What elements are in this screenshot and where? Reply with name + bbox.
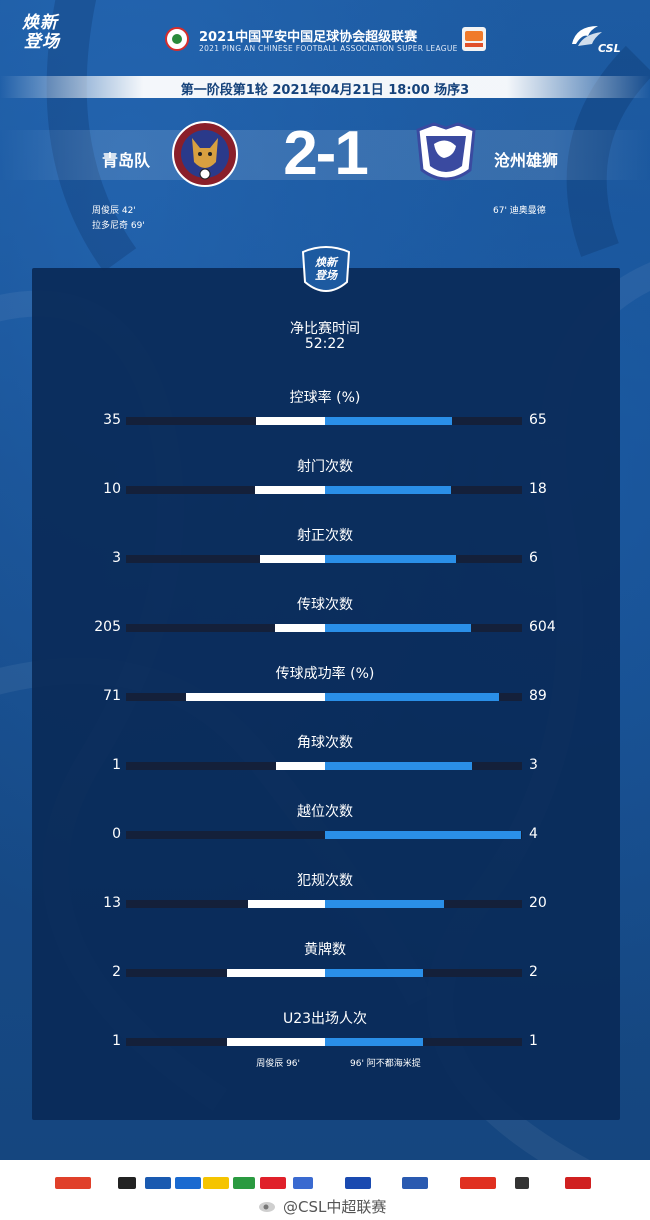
panel-badge-shield-icon — [301, 246, 351, 292]
stat-label: 控球率 (%) — [289, 390, 361, 406]
league-subtitle: 2021 PING AN CHINESE FOOTBALL ASSOCIATIO… — [199, 44, 458, 53]
sponsor-logo-icon — [175, 1177, 201, 1189]
brand-logo: 焕新 登场 — [22, 14, 72, 58]
stat-value-away: 89 — [529, 688, 547, 704]
home-scorers: 周俊辰 42' 拉多尼奇 69' — [92, 204, 145, 234]
home-scorer: 周俊辰 42' — [92, 206, 136, 216]
stat-value-home: 10 — [103, 481, 121, 497]
away-scorers: 67' 迪奥曼德 — [493, 204, 546, 219]
stat-value-away: 18 — [529, 481, 547, 497]
stat-value-away: 4 — [529, 826, 538, 842]
stat-bar-away — [325, 693, 499, 701]
stat-value-home: 1 — [112, 1033, 121, 1049]
sponsor-logo-icon — [345, 1177, 371, 1189]
sponsor-logo-icon — [565, 1177, 591, 1189]
stat-track — [126, 831, 522, 839]
stat-bar-away — [325, 555, 456, 563]
stat-value-home: 3 — [112, 550, 121, 566]
sponsor-logo-icon — [293, 1177, 313, 1189]
stat-bar-home — [276, 762, 325, 770]
stat-value-home: 13 — [103, 895, 121, 911]
stat-value-home: 205 — [94, 619, 121, 635]
stat-label: 越位次数 — [297, 804, 353, 820]
stat-label: 角球次数 — [297, 735, 353, 751]
panel-badge: 焕新 登场 — [297, 244, 355, 298]
watermark: @CSL中超联赛 — [283, 1198, 387, 1216]
stat-bar-home — [248, 900, 325, 908]
net-time-value: 52:22 — [304, 336, 346, 352]
stat-bar-home — [256, 417, 325, 425]
stat-bar-away — [325, 624, 471, 632]
home-scorer: 拉多尼奇 69' — [92, 221, 145, 231]
u23-note-away: 96' 阿不都海米提 — [350, 1059, 421, 1069]
stat-bar-home — [275, 624, 325, 632]
sponsor-logo-icon — [55, 1177, 91, 1189]
panel-badge-text: 焕新 登场 — [297, 256, 355, 282]
stat-bar-home — [255, 486, 325, 494]
stat-value-home: 0 — [112, 826, 121, 842]
sponsor-logo-icon — [118, 1177, 136, 1189]
home-team-name: 青岛队 — [102, 151, 151, 170]
stat-value-away: 604 — [529, 619, 556, 635]
away-team-name: 沧州雄狮 — [494, 151, 559, 170]
csl-swirl-icon — [572, 26, 602, 46]
sponsor-logo-icon — [260, 1177, 286, 1189]
net-time-label: 净比赛时间 — [290, 321, 360, 337]
brand-logo-line1: 焕新 — [22, 13, 58, 33]
panel-badge-line1: 焕新 — [315, 256, 337, 269]
stat-value-home: 35 — [103, 412, 121, 428]
stat-value-away: 6 — [529, 550, 538, 566]
stat-bar-home — [227, 1038, 325, 1046]
stat-label: 射正次数 — [297, 528, 353, 544]
sponsor-logo-icon — [402, 1177, 428, 1189]
stat-bar-away — [325, 486, 451, 494]
stat-bar-away — [325, 762, 472, 770]
sponsor-logo-icon — [203, 1177, 229, 1189]
stat-label: U23出场人次 — [282, 1011, 368, 1027]
stat-bar-home — [227, 969, 325, 977]
u23-note-home: 周俊辰 96' — [256, 1059, 300, 1069]
stat-bar-away — [325, 969, 423, 977]
panel-badge-line2: 登场 — [315, 269, 337, 282]
sponsor-logo-icon — [515, 1177, 529, 1189]
stat-value-away: 2 — [529, 964, 538, 980]
stat-label: 射门次数 — [297, 459, 353, 475]
stat-label: 犯规次数 — [297, 873, 353, 889]
stat-value-away: 20 — [529, 895, 547, 911]
stat-value-home: 71 — [103, 688, 121, 704]
stat-label: 传球成功率 (%) — [275, 666, 375, 682]
away-scorer: 67' 迪奥曼德 — [493, 206, 546, 216]
sponsor-footer — [0, 1160, 650, 1220]
sponsor-logo-icon — [462, 27, 486, 51]
round-info: 第一阶段第1轮 2021年04月21日 18:00 场序3 — [180, 83, 470, 98]
stat-value-home: 1 — [112, 757, 121, 773]
cfa-emblem-icon — [165, 27, 189, 51]
stat-bar-away — [325, 900, 444, 908]
match-score: 2-1 — [283, 119, 369, 188]
csl-logo: CSL — [568, 22, 630, 58]
home-team-crest-icon — [170, 118, 240, 190]
brand-logo-line2: 登场 — [24, 32, 60, 52]
stat-bar-away — [325, 1038, 423, 1046]
stat-bar-home — [186, 693, 325, 701]
round-info-bar — [0, 76, 650, 98]
stat-bar-away — [325, 417, 452, 425]
stat-label: 黄牌数 — [304, 942, 346, 958]
stat-value-away: 1 — [529, 1033, 538, 1049]
stat-bar-home — [260, 555, 325, 563]
stat-value-away: 3 — [529, 757, 538, 773]
csl-logo-text: CSL — [598, 42, 621, 55]
sponsor-logo-icon — [145, 1177, 171, 1189]
stat-value-home: 2 — [112, 964, 121, 980]
sponsor-logo-icon — [233, 1177, 255, 1189]
stat-label: 传球次数 — [297, 597, 353, 613]
stat-value-away: 65 — [529, 412, 547, 428]
sponsor-logo-icon — [460, 1177, 496, 1189]
weibo-icon — [259, 1202, 275, 1212]
stat-bar-away — [325, 831, 521, 839]
league-title: 2021中国平安中国足球协会超级联赛 — [199, 30, 418, 45]
away-team-crest-icon — [410, 118, 482, 190]
score-band — [0, 130, 650, 180]
